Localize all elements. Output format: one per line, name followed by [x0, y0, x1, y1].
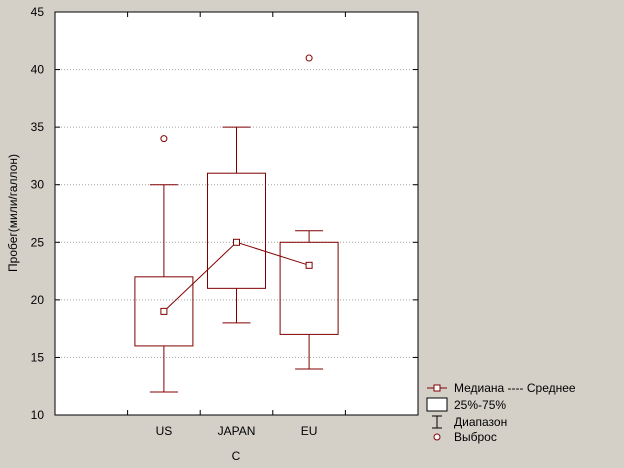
y-axis-title: Пробег(мили/галлон): [6, 154, 20, 272]
y-tick-label: 15: [31, 350, 45, 364]
box-iqr: [134, 276, 194, 347]
legend-symbol-outlier: [433, 433, 441, 441]
plot-area: [54, 11, 419, 416]
gridlines: [55, 69, 418, 358]
legend-label: Медиана ---- Среднее: [454, 381, 576, 395]
y-tick-label: 25: [31, 235, 45, 249]
legend-symbol-box: [426, 397, 448, 412]
legend-label: 25%-75%: [454, 398, 506, 412]
outlier-point: [160, 135, 168, 143]
box-iqr: [279, 241, 339, 335]
legend-label: Диапазон: [454, 415, 507, 429]
x-axis-title: C: [232, 449, 241, 463]
legend-symbol-median-marker: [433, 384, 441, 392]
y-axis: 10 15 20 25 30 35 40 45: [31, 5, 418, 422]
x-tick-label: US: [156, 424, 173, 438]
median-marker: [305, 261, 313, 269]
y-tick-label: 10: [31, 408, 45, 422]
y-tick-label: 30: [31, 178, 45, 192]
legend-label: Выброс: [454, 430, 497, 444]
y-tick-label: 40: [31, 63, 45, 77]
x-tick-label: JAPAN: [218, 424, 256, 438]
legend: Медиана ---- Среднее 25%-75% ДиапазонВыбро…: [426, 381, 576, 444]
outlier-point: [305, 54, 313, 62]
box-marks: [134, 54, 339, 393]
median-marker: [160, 307, 168, 315]
y-tick-label: 20: [31, 293, 45, 307]
x-tick-label: EU: [301, 424, 318, 438]
y-tick-label: 45: [31, 5, 45, 19]
median-marker: [233, 238, 240, 246]
x-axis: US JAPAN EU: [54, 12, 419, 438]
y-tick-label: 35: [31, 120, 45, 134]
box-iqr: [207, 172, 266, 289]
